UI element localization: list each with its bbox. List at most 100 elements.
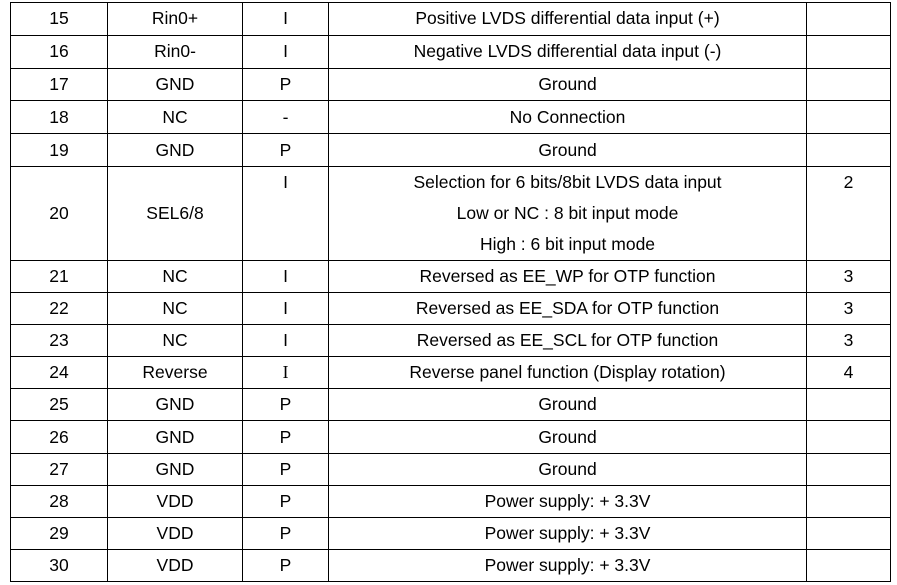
io-cell: I [242, 356, 329, 390]
table-row: 21 NC I Reversed as EE_WP for OTP function 3 [10, 259, 891, 294]
symbol-cell: SEL6/8 [107, 165, 243, 261]
io-cell: - [242, 100, 329, 135]
description-cell: Negative LVDS differential data input (-… [328, 34, 807, 69]
note-cell [806, 34, 891, 69]
io-cell: P [242, 516, 329, 550]
pin-cell: 16 [10, 34, 108, 69]
pin-cell: 26 [10, 420, 108, 454]
symbol-cell: GND [107, 133, 243, 167]
description-cell: Power supply: + 3.3V [328, 484, 807, 518]
symbol-cell: NC [107, 324, 243, 358]
table-row: 24 Reverse I Reverse panel function (Displa… [10, 356, 891, 390]
table-row: 26 GND P Ground [10, 420, 891, 454]
description-cell: Reversed as EE_SDA for OTP function [328, 292, 807, 326]
note-cell [806, 452, 891, 486]
description-cell: Ground [328, 388, 807, 422]
pin-table: 15 Rin0+ I Positive LVDS differential data … [10, 2, 891, 582]
table-row: 27 GND P Ground [10, 452, 891, 486]
description-line: High : 6 bit input mode [479, 233, 656, 254]
symbol-cell: Rin0+ [107, 2, 243, 36]
pin-cell: 20 [10, 165, 108, 261]
table-row: 23 NC I Reversed as EE_SCL for OTP function… [10, 324, 891, 358]
symbol-cell: GND [107, 388, 243, 422]
symbol-cell: NC [107, 100, 243, 135]
table-row: 16 Rin0- I Negative LVDS differential data … [10, 34, 891, 69]
io-cell: P [242, 133, 329, 167]
symbol-cell: Reverse [107, 356, 243, 390]
io-cell: I [242, 2, 329, 36]
note-cell [806, 420, 891, 454]
symbol-cell: VDD [107, 548, 243, 582]
description-line: Low or NC : 8 bit input mode [456, 202, 679, 223]
description-cell: Ground [328, 133, 807, 167]
note-cell: 3 [806, 324, 891, 358]
pin-cell: 27 [10, 452, 108, 486]
symbol-cell: GND [107, 420, 243, 454]
io-cell: I [242, 165, 329, 261]
table-row: 22 NC I Reversed as EE_SDA for OTP function… [10, 292, 891, 326]
pin-cell: 28 [10, 484, 108, 518]
description-cell: Ground [328, 67, 807, 102]
description-cell: Ground [328, 452, 807, 486]
note-cell [806, 2, 891, 36]
pin-cell: 19 [10, 133, 108, 167]
note-cell [806, 516, 891, 550]
description-cell: No Connection [328, 100, 807, 135]
description-cell: Power supply: + 3.3V [328, 548, 807, 582]
io-cell: P [242, 67, 329, 102]
table-row: 19 GND P Ground [10, 133, 891, 167]
symbol-cell: VDD [107, 516, 243, 550]
note-cell: 3 [806, 259, 891, 294]
note-cell [806, 388, 891, 422]
note-cell: 3 [806, 292, 891, 326]
description-cell: Reversed as EE_WP for OTP function [328, 259, 807, 294]
symbol-cell: NC [107, 292, 243, 326]
io-cell: P [242, 452, 329, 486]
pin-cell: 22 [10, 292, 108, 326]
symbol-cell: GND [107, 452, 243, 486]
pin-cell: 15 [10, 2, 108, 36]
note-cell: 2 [806, 165, 891, 261]
symbol-cell: Rin0- [107, 34, 243, 69]
table-row: 28 VDD P Power supply: + 3.3V [10, 484, 891, 518]
description-cell: Ground [328, 420, 807, 454]
symbol-cell: VDD [107, 484, 243, 518]
note-cell [806, 133, 891, 167]
pin-cell: 25 [10, 388, 108, 422]
pin-cell: 21 [10, 259, 108, 294]
pin-cell: 17 [10, 67, 108, 102]
pin-cell: 24 [10, 356, 108, 390]
io-cell: I [242, 34, 329, 69]
table-row: 15 Rin0+ I Positive LVDS differential data … [10, 2, 891, 36]
pin-cell: 23 [10, 324, 108, 358]
io-cell: P [242, 420, 329, 454]
table-row: 25 GND P Ground [10, 388, 891, 422]
io-cell: I [242, 259, 329, 294]
io-cell: I [242, 292, 329, 326]
description-line: Selection for 6 bits/8bit LVDS data inpu… [413, 171, 722, 192]
symbol-cell: NC [107, 259, 243, 294]
symbol-cell: GND [107, 67, 243, 102]
table-row: 29 VDD P Power supply: + 3.3V [10, 516, 891, 550]
pin-cell: 29 [10, 516, 108, 550]
note-cell [806, 484, 891, 518]
table-row: 30 VDD P Power supply: + 3.3V [10, 548, 891, 582]
description-cell: Selection for 6 bits/8bit LVDS data inpu… [328, 165, 807, 261]
io-cell: P [242, 484, 329, 518]
description-cell: Reverse panel function (Display rotation… [328, 356, 807, 390]
description-cell: Reversed as EE_SCL for OTP function [328, 324, 807, 358]
table-row: 20 SEL6/8 I Selection for 6 bits/8bit LVDS … [10, 165, 891, 261]
io-cell: P [242, 548, 329, 582]
note-cell: 4 [806, 356, 891, 390]
pin-cell: 30 [10, 548, 108, 582]
description-cell: Positive LVDS differential data input (+… [328, 2, 807, 36]
pin-cell: 18 [10, 100, 108, 135]
table-row: 17 GND P Ground [10, 67, 891, 102]
note-cell [806, 100, 891, 135]
table-row: 18 NC - No Connection [10, 100, 891, 135]
io-cell: P [242, 388, 329, 422]
note-cell [806, 548, 891, 582]
note-cell [806, 67, 891, 102]
description-cell: Power supply: + 3.3V [328, 516, 807, 550]
